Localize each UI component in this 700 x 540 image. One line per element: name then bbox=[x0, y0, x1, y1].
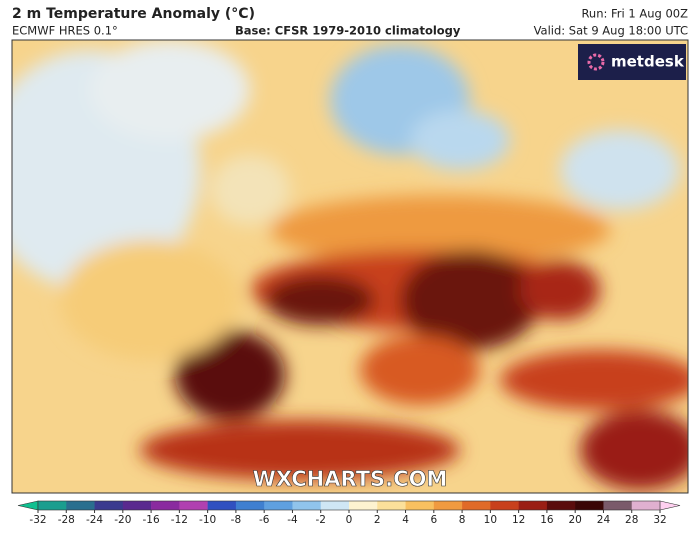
colorbar-extend-high bbox=[659, 500, 681, 511]
map: metdesk WXCHARTS.COM bbox=[12, 40, 688, 493]
colorbar-tick-label: 28 bbox=[625, 514, 638, 526]
model: ECMWF HRES 0.1° bbox=[12, 24, 118, 38]
colorbar-tick-label: 12 bbox=[512, 514, 525, 526]
colorbar-tick-label: 4 bbox=[402, 514, 409, 526]
colorbar-segment bbox=[462, 501, 491, 510]
colorbar-tick-label: -10 bbox=[199, 514, 216, 526]
colorbar-tick-label: 24 bbox=[597, 514, 611, 526]
colorbar-segment bbox=[320, 501, 350, 510]
colorbar-segment bbox=[546, 501, 576, 510]
base: Base: CFSR 1979-2010 climatology bbox=[235, 24, 461, 38]
colorbar-segment bbox=[151, 501, 180, 510]
colorbar-tick-label: -32 bbox=[29, 514, 46, 526]
colorbar-segment bbox=[38, 501, 67, 510]
colorbar-segment bbox=[490, 501, 519, 510]
colorbar-segment bbox=[518, 501, 548, 510]
colorbar-segment bbox=[122, 501, 152, 510]
colorbar-tick-label: 2 bbox=[374, 514, 381, 526]
run: Run: Fri 1 Aug 00Z bbox=[581, 7, 688, 21]
colorbar-tick-label: -4 bbox=[287, 514, 298, 526]
colorbar-tick-label: 0 bbox=[346, 514, 353, 526]
valid: Valid: Sat 9 Aug 18:00 UTC bbox=[534, 24, 688, 38]
colorbar-tick-label: -16 bbox=[143, 514, 160, 526]
colorbar-segment bbox=[94, 501, 124, 510]
colorbar-tick-label: 8 bbox=[459, 514, 466, 526]
colorbar-tick-label: -8 bbox=[231, 514, 241, 526]
colorbar-segment bbox=[292, 501, 322, 510]
colorbar-segment bbox=[631, 501, 661, 510]
colorbar-segment bbox=[179, 501, 208, 510]
colorbar-segment bbox=[264, 501, 293, 510]
colorbar-tick-label: 10 bbox=[484, 514, 497, 526]
colorbar-segment bbox=[377, 501, 406, 510]
colorbar-tick-label: -2 bbox=[315, 514, 325, 526]
colorbar-segment bbox=[207, 501, 237, 510]
colorbar-segment bbox=[235, 501, 265, 510]
colorbar-tick-label: -20 bbox=[114, 514, 131, 526]
title: 2 m Temperature Anomaly (°C) bbox=[12, 6, 255, 22]
colorbar-tick-label: -6 bbox=[259, 514, 270, 526]
colorbar-segment bbox=[603, 501, 633, 510]
colorbar-tick-label: -28 bbox=[58, 514, 75, 526]
colorbar-extend-low bbox=[17, 500, 39, 511]
colorbar-tick-label: 32 bbox=[653, 514, 666, 526]
colorbar-tick-label: 16 bbox=[540, 514, 554, 526]
logo: metdesk bbox=[611, 53, 685, 71]
colorbar-segment bbox=[433, 501, 463, 510]
colorbar-segment bbox=[405, 501, 435, 510]
colorbar-tick-label: 6 bbox=[430, 514, 437, 526]
watermark: WXCHARTS.COM bbox=[253, 467, 448, 491]
colorbar-segment bbox=[349, 501, 378, 510]
colorbar-tick-label: 20 bbox=[568, 514, 581, 526]
colorbar-segment bbox=[575, 501, 604, 510]
colorbar-tick-label: -24 bbox=[86, 514, 103, 526]
colorbar-segment bbox=[66, 501, 95, 510]
colorbar: -32 -28 -24 -20 -16 -12 -10 -8 -6 -4 -2 0 2 4 6 8 10 12 16… bbox=[17, 500, 681, 526]
colorbar-tick-label: -12 bbox=[171, 514, 188, 526]
